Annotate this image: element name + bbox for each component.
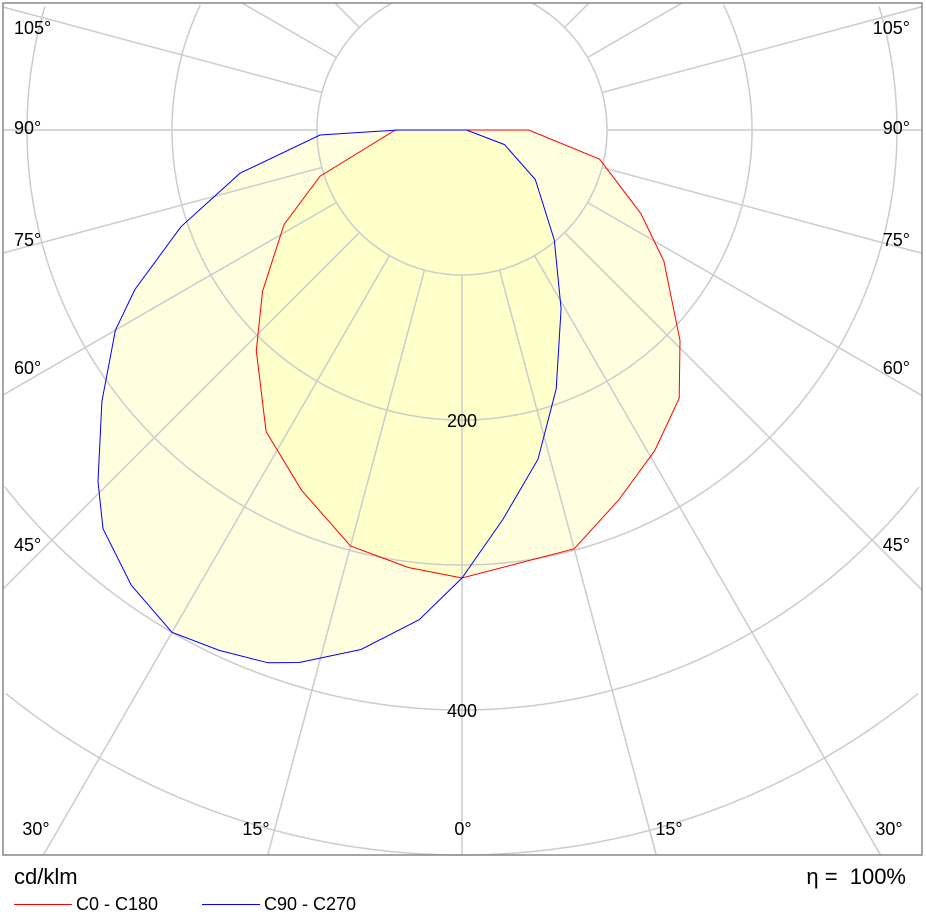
angle-label-left-60: 60°	[14, 358, 41, 378]
grid-spoke-60	[587, 201, 923, 397]
grid-spoke--30	[42, 255, 391, 856]
grid-spoke-30	[533, 255, 882, 856]
grid-spoke--120	[241, 2, 337, 59]
grid-spoke-15	[498, 269, 657, 856]
angle-label-bottom-15-right: 15°	[655, 819, 682, 839]
angle-label-bottom-30-right: 30°	[875, 819, 902, 839]
grid-circle-200	[462, 4, 753, 421]
legend-item-c0-c180: C0 - C180	[14, 894, 158, 915]
efficiency-label: η =	[806, 864, 838, 889]
angle-label-left-105: 105°	[14, 18, 51, 38]
angle-label-right-90: 90°	[883, 118, 910, 138]
series-curve-c90-c270	[97, 129, 562, 664]
grid-spoke--15	[267, 269, 426, 856]
angle-label-left-45: 45°	[14, 535, 41, 555]
grid-spoke-45	[564, 232, 923, 591]
efficiency: η = 100%	[806, 864, 906, 890]
unit-label: cd/klm	[14, 864, 78, 889]
grid-spoke--135	[334, 2, 360, 28]
angle-label-right-60: 60°	[883, 358, 910, 378]
legend-item-c90-c270: C90 - C270	[202, 894, 356, 915]
angle-label-right-45: 45°	[883, 535, 910, 555]
grid-circle-500	[462, 692, 919, 856]
radial-label-400: 400	[447, 701, 477, 721]
angle-label-bottom-15-left: 15°	[242, 819, 269, 839]
grid-spoke-75	[601, 166, 923, 254]
grid-spoke--105	[2, 6, 323, 94]
grid-circle-200	[171, 4, 462, 421]
grid-circle-300	[462, 6, 898, 566]
angle-label-right-75: 75°	[883, 230, 910, 250]
grid-spoke--45	[2, 232, 360, 590]
grid-circle-100	[462, 2, 608, 276]
legend-swatch-blue	[202, 904, 260, 905]
grid-circle-500	[5, 692, 462, 856]
angle-label-bottom-0: 0°	[454, 819, 471, 839]
radial-label-200: 200	[447, 411, 477, 431]
angle-label-left-75: 75°	[14, 230, 41, 250]
grid-circle-300	[26, 6, 462, 566]
legend-label: C0 - C180	[76, 894, 159, 914]
grid-circle-400	[4, 486, 462, 711]
grid-circle-400	[462, 486, 920, 711]
grid-spoke-135	[564, 2, 590, 28]
angle-label-right-105: 105°	[873, 18, 910, 38]
efficiency-value: 100%	[849, 864, 906, 889]
series-curve-c0-c180	[255, 129, 681, 579]
angle-label-bottom-30-left: 30°	[22, 819, 49, 839]
legend-swatch-red	[14, 904, 72, 905]
grid-spoke--75	[2, 166, 323, 254]
series-fill-1	[98, 130, 562, 663]
angle-label-left-90: 90°	[14, 118, 41, 138]
legend-label: C90 - C270	[264, 894, 357, 914]
grid-spoke-120	[587, 2, 683, 59]
grid-spoke-105	[601, 6, 923, 94]
chart-frame	[2, 2, 923, 856]
grid-circle-100	[316, 2, 462, 276]
